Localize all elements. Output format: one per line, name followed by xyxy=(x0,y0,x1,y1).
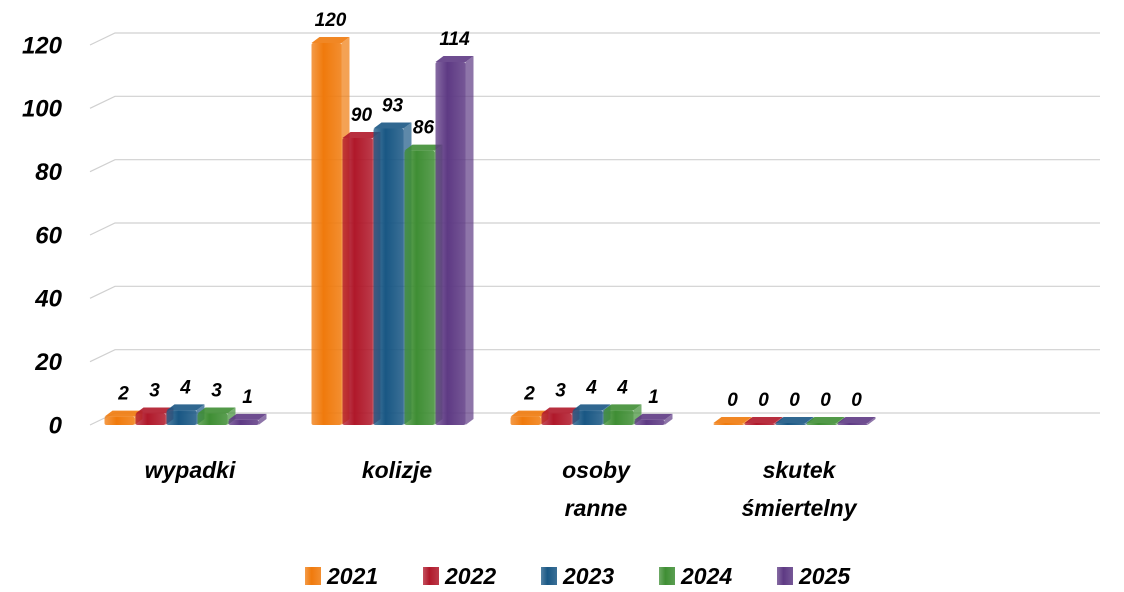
data-label: 3 xyxy=(555,381,566,402)
bar-side xyxy=(867,417,876,425)
bar-top xyxy=(510,410,549,417)
y-tick-label: 0 xyxy=(49,412,63,439)
bar-side xyxy=(465,56,474,425)
bar-front xyxy=(572,410,603,425)
bar-front xyxy=(603,410,634,425)
legend-label: 2024 xyxy=(680,563,732,589)
bar xyxy=(634,413,673,425)
bar xyxy=(837,417,876,425)
y-tick-label: 40 xyxy=(34,286,62,313)
y-tick-label: 80 xyxy=(35,159,62,186)
bar-front xyxy=(404,150,435,425)
bar xyxy=(435,56,474,425)
data-label: 4 xyxy=(616,377,628,398)
data-label: 3 xyxy=(211,381,222,402)
bar-front xyxy=(197,413,228,425)
bar-top xyxy=(342,132,381,138)
legend-label: 2023 xyxy=(562,563,614,589)
bar-top xyxy=(373,122,412,129)
bar-front xyxy=(104,416,135,425)
grid-line xyxy=(89,285,1100,299)
bar-front xyxy=(510,416,541,425)
bar-front xyxy=(228,419,259,425)
data-label: 4 xyxy=(585,377,597,398)
data-label: 4 xyxy=(179,377,191,398)
bar-top xyxy=(806,417,845,423)
x-tick-label: osoby ranne xyxy=(562,457,631,521)
grid-line xyxy=(89,159,1100,173)
data-label: 86 xyxy=(413,118,435,139)
x-tick-label: kolizje xyxy=(362,457,433,483)
legend-swatch xyxy=(777,567,793,585)
x-tick-label: wypadki xyxy=(145,457,236,483)
bar-top xyxy=(837,417,876,423)
legend-swatch xyxy=(541,567,557,585)
legend-label: 2025 xyxy=(798,563,851,589)
bar-top xyxy=(197,407,236,414)
bar-front xyxy=(435,62,466,425)
bar-front xyxy=(837,423,868,425)
bar-front xyxy=(541,413,572,425)
bar-front xyxy=(135,413,166,425)
bar-front xyxy=(373,128,404,425)
legend-swatch xyxy=(659,567,675,585)
data-label: 0 xyxy=(758,390,769,411)
data-label: 93 xyxy=(382,96,404,117)
data-label: 2 xyxy=(117,384,129,405)
data-label: 1 xyxy=(242,387,253,408)
legend-label: 2022 xyxy=(444,563,496,589)
bar-front xyxy=(634,419,665,425)
bar-front xyxy=(342,138,373,425)
data-label: 0 xyxy=(789,390,800,411)
y-tick-label: 120 xyxy=(22,32,63,59)
bar xyxy=(197,407,236,425)
bar-front xyxy=(713,423,744,425)
bar-top xyxy=(775,417,814,423)
bar-front xyxy=(166,410,197,425)
y-tick-label: 20 xyxy=(34,349,62,376)
bar-top xyxy=(541,407,580,414)
bar-top xyxy=(135,407,174,414)
bar-top xyxy=(713,417,752,423)
data-label: 0 xyxy=(820,390,831,411)
data-label: 120 xyxy=(315,10,347,31)
grid-line xyxy=(89,95,1100,109)
bar-top xyxy=(744,417,783,423)
grid-line xyxy=(89,222,1100,236)
bar-top xyxy=(634,413,673,420)
bar-front xyxy=(311,43,342,425)
bar-top xyxy=(166,404,205,411)
data-label: 114 xyxy=(439,29,470,50)
grid-line xyxy=(89,32,1100,46)
bar-side xyxy=(258,413,267,425)
x-tick-label: skutek śmiertelny xyxy=(741,457,857,521)
data-label: 2 xyxy=(523,384,535,405)
bar-top xyxy=(435,56,474,62)
bar-top xyxy=(228,413,267,420)
bar xyxy=(228,413,267,425)
bar-top xyxy=(572,404,611,411)
bar xyxy=(135,407,174,425)
data-label: 3 xyxy=(149,381,160,402)
y-tick-label: 100 xyxy=(22,96,63,123)
data-label: 0 xyxy=(727,390,738,411)
bar-front xyxy=(775,423,806,425)
y-tick-label: 60 xyxy=(35,222,62,249)
bar-top xyxy=(603,404,642,411)
bar xyxy=(744,417,783,425)
data-label: 0 xyxy=(851,390,862,411)
bar-top xyxy=(311,37,350,43)
legend-swatch xyxy=(423,567,439,585)
bar-front xyxy=(806,423,837,425)
bar-top xyxy=(404,144,443,151)
grid-line xyxy=(89,349,1100,363)
data-label: 90 xyxy=(351,105,373,126)
bar-top xyxy=(104,410,143,417)
legend-swatch xyxy=(305,567,321,585)
bar-side xyxy=(664,413,673,425)
data-label: 1 xyxy=(648,387,659,408)
legend-label: 2021 xyxy=(326,563,378,589)
bar-front xyxy=(744,423,775,425)
